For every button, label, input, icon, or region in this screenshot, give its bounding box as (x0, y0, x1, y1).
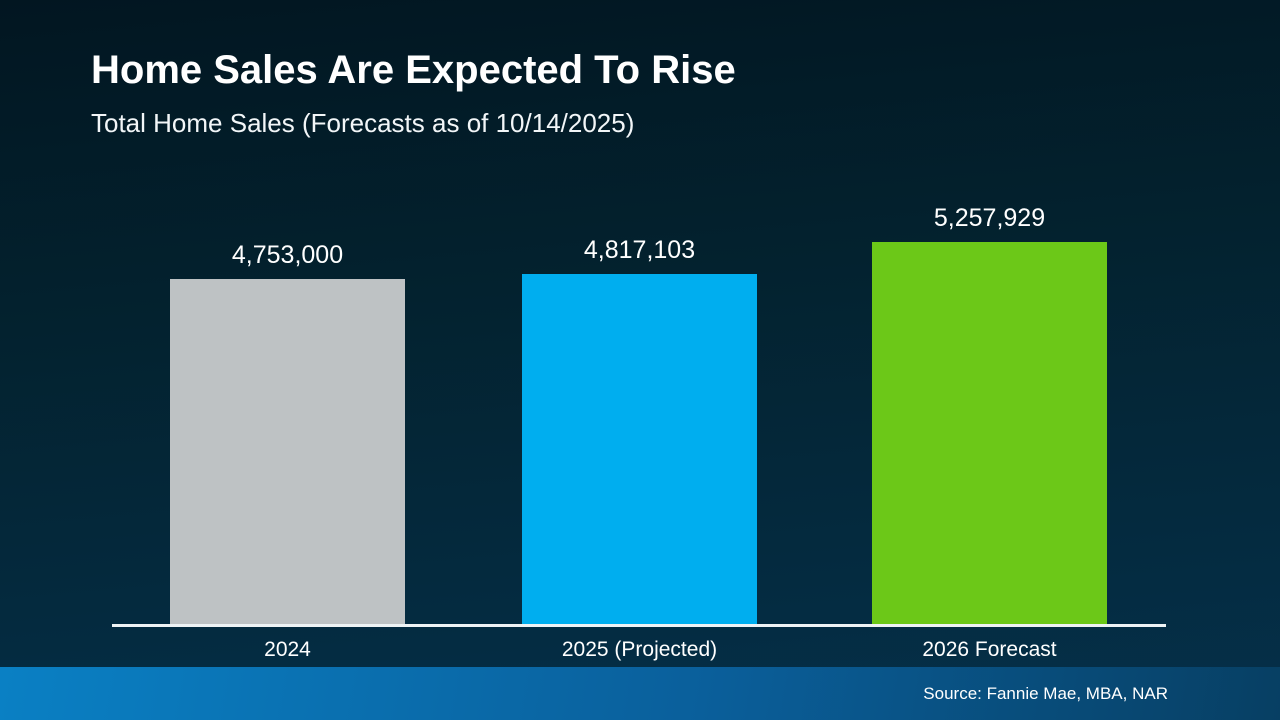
bar-group-2024: 4,753,000 (170, 241, 405, 624)
bar-group-2026-forecast: 5,257,929 (872, 204, 1107, 624)
bar-2025-projected (522, 274, 757, 624)
page-title: Home Sales Are Expected To Rise (91, 48, 736, 92)
header: Home Sales Are Expected To Rise Total Ho… (91, 48, 736, 139)
x-axis-label-2024: 2024 (264, 638, 311, 661)
x-axis-line (112, 624, 1166, 627)
bar-chart: 4,753,000 4,817,103 5,257,929 2024 2025 … (112, 0, 1166, 720)
bar-value-label: 5,257,929 (933, 204, 1046, 232)
x-axis-label-2025-projected: 2025 (Projected) (561, 638, 718, 661)
footer-bar: Source: Fannie Mae, MBA, NAR (0, 667, 1280, 720)
bar-2024 (170, 279, 405, 624)
bar-value-label: 4,753,000 (231, 241, 344, 269)
source-text: Source: Fannie Mae, MBA, NAR (923, 683, 1168, 703)
x-axis-label-2026-forecast: 2026 Forecast (922, 638, 1057, 661)
bar-value-label: 4,817,103 (583, 236, 696, 264)
bar-2026-forecast (872, 242, 1107, 624)
page-subtitle: Total Home Sales (Forecasts as of 10/14/… (91, 108, 635, 138)
bar-group-2025-projected: 4,817,103 (522, 236, 757, 624)
